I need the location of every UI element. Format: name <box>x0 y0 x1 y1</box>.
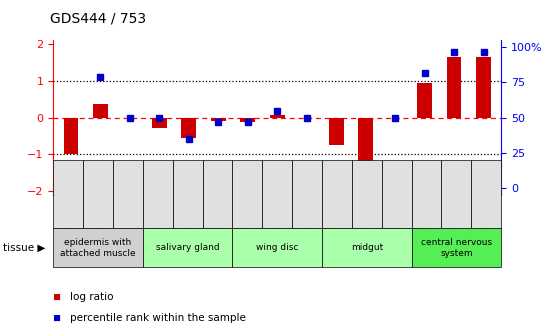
Bar <box>63 118 78 155</box>
Text: ◾: ◾ <box>53 312 62 323</box>
Text: percentile rank within the sample: percentile rank within the sample <box>70 312 246 323</box>
Text: central nervous
system: central nervous system <box>421 238 492 257</box>
Bar <box>329 118 343 145</box>
Bar <box>181 118 196 138</box>
Bar <box>152 118 167 128</box>
Text: ◾: ◾ <box>53 292 62 302</box>
Bar <box>476 57 491 118</box>
Bar <box>447 57 461 118</box>
Text: salivary gland: salivary gland <box>156 243 220 252</box>
Text: log ratio: log ratio <box>70 292 114 302</box>
Bar <box>93 104 108 118</box>
Bar <box>211 118 226 121</box>
Text: GDS444 / 753: GDS444 / 753 <box>50 12 147 26</box>
Text: wing disc: wing disc <box>256 243 298 252</box>
Text: tissue ▶: tissue ▶ <box>3 243 45 253</box>
Text: midgut: midgut <box>351 243 383 252</box>
Bar <box>417 83 432 118</box>
Bar <box>240 118 255 122</box>
Text: epidermis with
attached muscle: epidermis with attached muscle <box>60 238 136 257</box>
Bar <box>270 115 284 118</box>
Bar <box>358 118 373 165</box>
